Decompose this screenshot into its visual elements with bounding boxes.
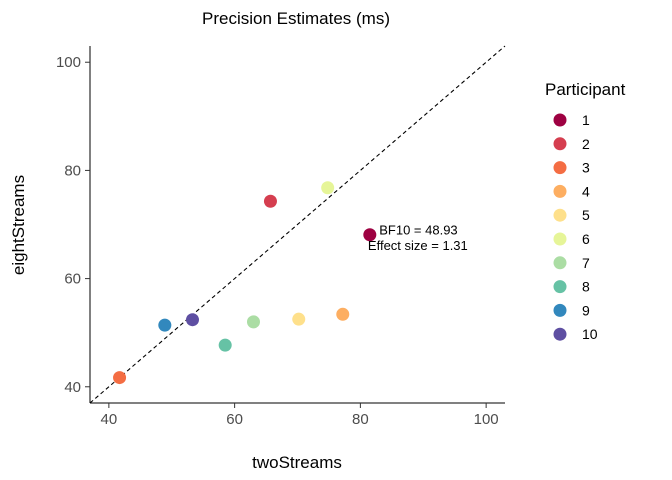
legend-label-9: 9 xyxy=(582,302,590,318)
legend: Participant 1 2 3 4 5 6 7 8 9 10 xyxy=(545,80,626,342)
x-tick-label: 60 xyxy=(226,411,243,428)
legend-swatch-10 xyxy=(553,327,567,341)
identity-reference-line xyxy=(89,45,506,404)
data-point-participant-4 xyxy=(336,307,350,321)
legend-label-7: 7 xyxy=(582,255,590,271)
legend-swatch-6 xyxy=(553,232,567,246)
x-tick-label: 100 xyxy=(474,411,499,428)
legend-label-2: 2 xyxy=(582,136,590,152)
annotation-1: BF10 = 48.93 xyxy=(379,222,457,237)
data-point-participant-1 xyxy=(363,228,377,242)
legend-entries: 1 2 3 4 5 6 7 8 9 10 xyxy=(553,112,598,342)
legend-label-8: 8 xyxy=(582,279,590,295)
data-point-participant-10 xyxy=(185,313,199,327)
y-tick-label: 40 xyxy=(64,379,81,396)
legend-swatch-7 xyxy=(553,256,567,270)
legend-swatch-2 xyxy=(553,137,567,151)
legend-label-1: 1 xyxy=(582,112,590,128)
legend-swatch-3 xyxy=(553,161,567,175)
legend-swatch-1 xyxy=(553,113,567,127)
legend-label-3: 3 xyxy=(582,160,590,176)
data-point-participant-5 xyxy=(292,312,306,326)
x-tick-label: 80 xyxy=(352,411,369,428)
legend-label-10: 10 xyxy=(582,326,598,342)
x-tick-label: 40 xyxy=(101,411,118,428)
y-tick-label: 80 xyxy=(64,162,81,179)
legend-label-5: 5 xyxy=(582,207,590,223)
chart-title: Precision Estimates (ms) xyxy=(202,9,390,28)
legend-label-6: 6 xyxy=(582,231,590,247)
y-axis-title: eightStreams xyxy=(9,175,28,275)
x-axis-title: twoStreams xyxy=(252,453,342,472)
y-tick-label: 60 xyxy=(64,271,81,288)
legend-swatch-8 xyxy=(553,280,567,294)
data-point-participant-9 xyxy=(158,318,172,332)
data-point-participant-3 xyxy=(113,371,127,385)
data-point-participant-6 xyxy=(321,181,335,195)
legend-label-4: 4 xyxy=(582,183,590,199)
legend-swatch-4 xyxy=(553,184,567,198)
y-axis-ticks: 40 60 80 100 xyxy=(56,54,90,396)
x-axis-ticks: 40 60 80 100 xyxy=(101,403,499,428)
data-point-participant-2 xyxy=(263,194,277,208)
legend-swatch-5 xyxy=(553,208,567,222)
data-point-participant-7 xyxy=(246,315,260,329)
annotation-2: Effect size = 1.31 xyxy=(368,238,468,253)
data-point-participant-8 xyxy=(218,338,232,352)
y-tick-label: 100 xyxy=(56,54,81,71)
legend-swatch-9 xyxy=(553,303,567,317)
legend-title: Participant xyxy=(545,80,626,99)
